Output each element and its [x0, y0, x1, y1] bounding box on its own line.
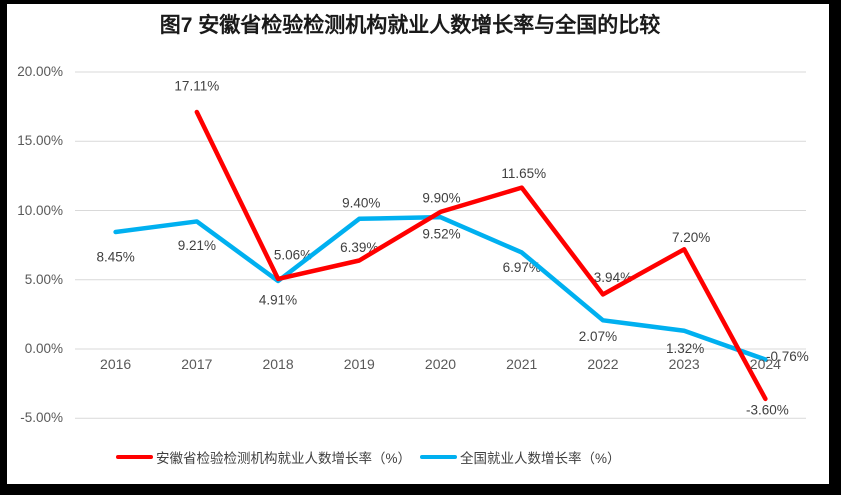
data-label: 6.39% — [340, 240, 378, 255]
data-label: 9.52% — [422, 227, 460, 242]
series-line — [113, 214, 768, 362]
data-label: 17.11% — [174, 79, 219, 94]
y-tick-label: 15.00% — [17, 133, 63, 149]
x-tick-label: 2024 — [749, 356, 781, 372]
legend-item: 安徽省检验检测机构就业人数增长率（%） — [116, 447, 411, 467]
x-tick-label: 2016 — [100, 356, 132, 372]
legend-item: 全国就业人数增长率（%） — [420, 447, 621, 467]
data-label: 4.91% — [259, 292, 297, 307]
y-tick-label: 0.00% — [24, 341, 63, 356]
legend: 安徽省检验检测机构就业人数增长率（%） 全国就业人数增长率（%） — [116, 447, 621, 467]
data-label: 9.90% — [422, 190, 460, 205]
x-tick-label: 2023 — [668, 356, 700, 372]
y-tick-label: -5.00% — [20, 410, 63, 426]
plot-background — [7, 4, 829, 484]
legend-line-swatch-icon — [420, 454, 458, 460]
x-tick-label: 2021 — [506, 356, 538, 372]
data-label: 9.40% — [342, 195, 380, 210]
data-label: -0.76% — [766, 349, 809, 364]
y-tick-label: 10.00% — [17, 202, 63, 218]
data-label: 11.65% — [501, 166, 546, 181]
data-label: 2.07% — [579, 329, 617, 344]
chart-title: 图7 安徽省检验检测机构就业人数增长率与全国的比较 — [159, 14, 661, 37]
y-tick-label: 5.00% — [24, 271, 63, 287]
x-tick-label: 2018 — [262, 356, 294, 372]
data-label: 6.97% — [503, 260, 541, 275]
data-label: 8.45% — [96, 249, 134, 264]
data-label: 1.32% — [666, 341, 704, 356]
data-label: -3.60% — [746, 402, 789, 417]
series-line — [194, 109, 768, 402]
x-tick-label: 2020 — [424, 356, 457, 372]
legend-label: 安徽省检验检测机构就业人数增长率（%） — [156, 451, 412, 466]
x-tick-label: 2019 — [343, 356, 375, 372]
x-tick-label: 2017 — [181, 356, 213, 372]
x-tick-label: 2022 — [587, 356, 619, 372]
data-label: 5.06% — [274, 247, 312, 262]
legend-label: 全国就业人数增长率（%） — [460, 451, 621, 466]
data-label: 9.21% — [178, 238, 216, 253]
y-tick-label: 20.00% — [17, 64, 63, 79]
legend-line-swatch-icon — [116, 454, 153, 460]
data-label: 7.20% — [672, 230, 710, 245]
